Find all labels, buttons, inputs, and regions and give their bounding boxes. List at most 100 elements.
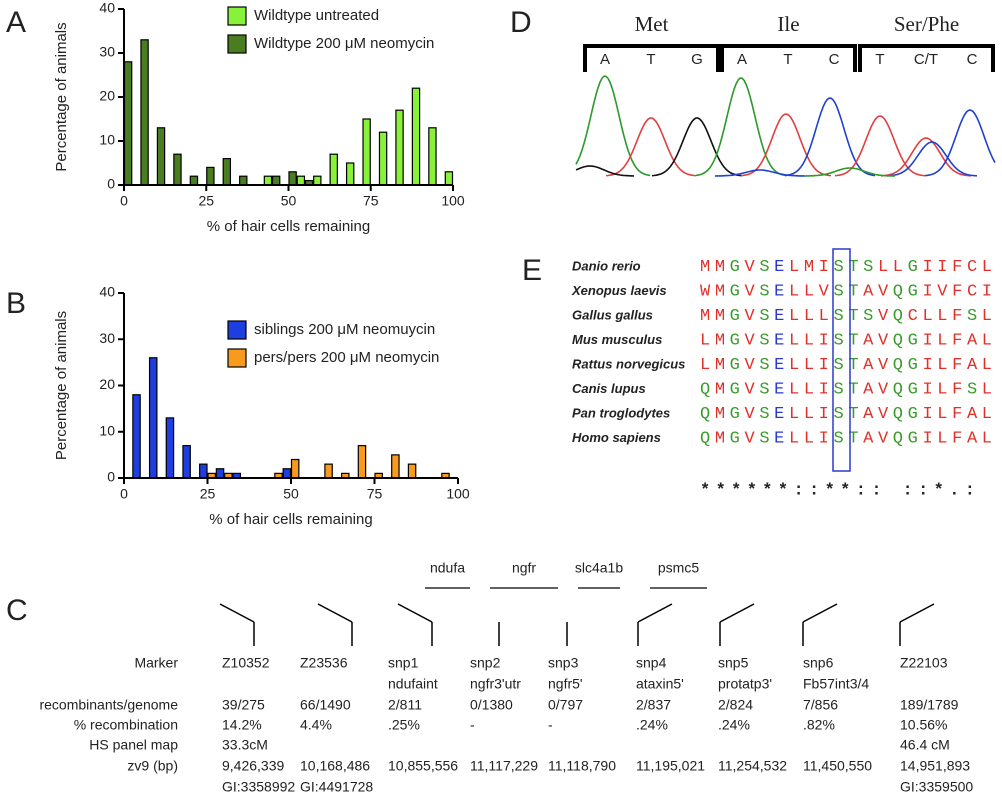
- residue: L: [804, 283, 814, 302]
- legend-swatch: [227, 6, 247, 26]
- residue: C: [967, 283, 977, 302]
- bar: [378, 131, 388, 186]
- residue: G: [730, 430, 740, 449]
- marker-percent: 10.56%: [900, 717, 947, 733]
- bar: [132, 394, 141, 479]
- row-label: Marker: [134, 655, 178, 671]
- residue: G: [908, 381, 918, 400]
- residue: L: [789, 283, 799, 302]
- species: Gallus gallus: [572, 307, 653, 322]
- residue: F: [952, 307, 962, 326]
- residue: I: [819, 381, 829, 400]
- y-tick-label: 30: [99, 330, 115, 346]
- residue: L: [982, 356, 992, 375]
- trace-peak: [880, 137, 972, 177]
- base: T: [875, 51, 884, 68]
- marker-percent: .25%: [388, 717, 420, 733]
- residue: A: [967, 332, 978, 351]
- residue: G: [908, 356, 918, 375]
- residue: G: [730, 381, 740, 400]
- marker-bp: 11,254,532: [718, 758, 787, 774]
- residue: L: [804, 381, 814, 400]
- residue: L: [937, 430, 947, 449]
- y-axis-label: Percentage of animals: [53, 311, 70, 460]
- residue: I: [819, 332, 829, 351]
- residue: A: [863, 430, 874, 449]
- residue: I: [937, 258, 947, 277]
- residue: A: [967, 356, 978, 375]
- residue: F: [952, 381, 962, 400]
- residue: L: [937, 405, 947, 424]
- legend-label: pers/pers 200 μM neomycin: [254, 349, 439, 366]
- residue: I: [819, 430, 829, 449]
- bar: [206, 166, 215, 186]
- residue: I: [922, 381, 932, 400]
- residue: M: [715, 307, 725, 326]
- residue: F: [952, 356, 962, 375]
- residue: S: [759, 258, 769, 277]
- gene: ngfr: [512, 560, 536, 576]
- marker-percent: .82%: [803, 717, 835, 733]
- species: Danio rerio: [572, 258, 641, 273]
- residue: L: [700, 356, 710, 375]
- residue: L: [982, 258, 992, 277]
- marker-name: snp1: [388, 655, 419, 671]
- residue: L: [789, 356, 799, 375]
- residue: V: [878, 332, 889, 351]
- bar: [329, 153, 338, 186]
- residue: L: [982, 430, 992, 449]
- residue: L: [789, 381, 799, 400]
- marker-recombinants: 66/1490: [300, 697, 351, 713]
- trace-peak: [651, 117, 743, 177]
- residue: I: [922, 405, 932, 424]
- y-tick-label: 10: [99, 422, 115, 438]
- residue: S: [863, 258, 873, 277]
- residue: S: [967, 307, 977, 326]
- residue: G: [908, 405, 918, 424]
- marker-recombinants: 7/856: [803, 697, 838, 713]
- marker-sub: ngfr5': [548, 676, 583, 692]
- x-tick-label: 50: [281, 193, 297, 209]
- trace-peak: [784, 97, 876, 177]
- residue: T: [848, 430, 858, 449]
- bar: [199, 463, 208, 479]
- residue: V: [878, 381, 889, 400]
- residue: V: [744, 283, 755, 302]
- residue: L: [804, 356, 814, 375]
- bar: [182, 445, 191, 479]
- residue: M: [715, 430, 725, 449]
- bar: [239, 175, 248, 186]
- residue: M: [715, 332, 725, 351]
- legend-label: siblings 200 μM neomuycin: [254, 321, 435, 338]
- y-tick-label: 40: [99, 0, 115, 16]
- marker-gi: GI:3359500: [900, 779, 973, 795]
- marker-bp: 9,426,339: [222, 758, 284, 774]
- residue: Q: [893, 356, 903, 375]
- x-axis-label: % of hair cells remaining: [209, 511, 372, 528]
- residue: Q: [893, 307, 903, 326]
- base: C: [967, 51, 978, 68]
- residue: I: [922, 283, 932, 302]
- residue: Q: [893, 283, 903, 302]
- bar: [263, 175, 273, 186]
- residue: V: [744, 430, 755, 449]
- base: A: [600, 51, 610, 68]
- legend-label: Wildtype untreated: [254, 7, 379, 24]
- bar: [391, 454, 400, 479]
- marker-sub: Fb57int3/4: [803, 676, 869, 692]
- residue: I: [922, 258, 932, 277]
- residue: M: [715, 356, 725, 375]
- y-tick-label: 0: [107, 469, 115, 485]
- marker-name: snp6: [803, 655, 834, 671]
- marker-bp: 11,450,550: [803, 758, 872, 774]
- residue: I: [819, 356, 829, 375]
- x-tick-label: 75: [367, 486, 383, 502]
- bar: [288, 171, 297, 186]
- residue: T: [848, 332, 858, 351]
- marker-slant: [899, 603, 935, 623]
- residue: F: [952, 258, 962, 277]
- residue: A: [863, 405, 874, 424]
